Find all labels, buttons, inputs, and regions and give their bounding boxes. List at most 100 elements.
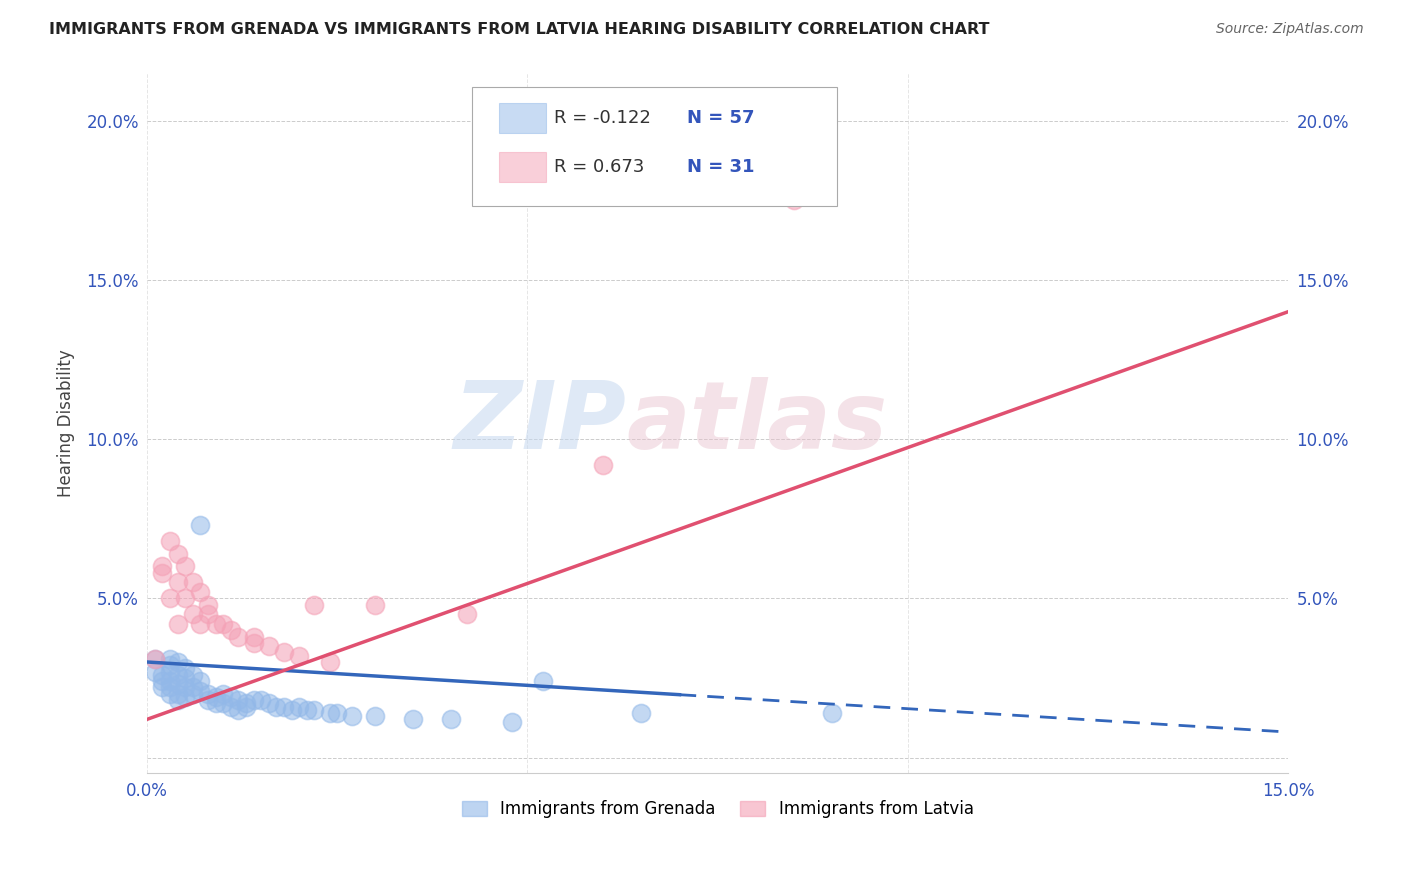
Point <box>204 690 226 704</box>
Point <box>219 699 242 714</box>
Point <box>197 607 219 622</box>
Point <box>235 699 257 714</box>
Point <box>219 690 242 704</box>
Point <box>190 518 212 533</box>
Point <box>304 598 326 612</box>
FancyBboxPatch shape <box>499 103 547 133</box>
Point <box>326 706 349 720</box>
Point <box>174 559 197 574</box>
Point <box>166 655 188 669</box>
Point <box>150 559 173 574</box>
Text: Source: ZipAtlas.com: Source: ZipAtlas.com <box>1216 22 1364 37</box>
Point <box>159 591 181 606</box>
Point <box>166 547 188 561</box>
Point <box>364 709 387 723</box>
Point <box>212 697 235 711</box>
Point <box>181 607 204 622</box>
Point <box>174 681 197 695</box>
Point <box>501 715 523 730</box>
Legend: Immigrants from Grenada, Immigrants from Latvia: Immigrants from Grenada, Immigrants from… <box>456 793 980 824</box>
Point <box>402 712 425 726</box>
Point <box>150 667 173 681</box>
Point <box>159 658 181 673</box>
Point <box>190 674 212 689</box>
Y-axis label: Hearing Disability: Hearing Disability <box>58 350 75 497</box>
Point <box>159 687 181 701</box>
Point <box>190 683 212 698</box>
Point <box>782 194 804 208</box>
Point <box>228 703 250 717</box>
Text: IMMIGRANTS FROM GRENADA VS IMMIGRANTS FROM LATVIA HEARING DISABILITY CORRELATION: IMMIGRANTS FROM GRENADA VS IMMIGRANTS FR… <box>49 22 990 37</box>
Point <box>820 706 842 720</box>
Point <box>150 674 173 689</box>
Point <box>181 575 204 590</box>
Point <box>181 687 204 701</box>
Point <box>440 712 463 726</box>
Point <box>318 655 340 669</box>
Point <box>304 703 326 717</box>
Point <box>143 652 166 666</box>
Point <box>212 616 235 631</box>
Text: N = 57: N = 57 <box>686 109 754 127</box>
Point <box>592 458 614 472</box>
Point <box>228 630 250 644</box>
Point <box>181 681 204 695</box>
Point <box>204 616 226 631</box>
Point <box>219 623 242 637</box>
Text: R = -0.122: R = -0.122 <box>554 109 651 127</box>
Point <box>174 661 197 675</box>
Point <box>197 693 219 707</box>
Point <box>257 639 280 653</box>
Point <box>197 598 219 612</box>
Point <box>159 674 181 689</box>
Point <box>204 697 226 711</box>
Point <box>190 616 212 631</box>
Text: ZIP: ZIP <box>453 377 626 469</box>
Point <box>150 566 173 580</box>
FancyBboxPatch shape <box>499 153 547 182</box>
Point <box>228 693 250 707</box>
Point <box>288 699 311 714</box>
Point <box>166 687 188 701</box>
Point <box>143 665 166 679</box>
Point <box>280 703 302 717</box>
Point <box>242 630 264 644</box>
Point <box>630 706 652 720</box>
Point <box>159 652 181 666</box>
Point <box>174 690 197 704</box>
Point <box>174 591 197 606</box>
Point <box>166 575 188 590</box>
Point <box>242 693 264 707</box>
Point <box>166 616 188 631</box>
Point <box>273 699 295 714</box>
Point <box>159 665 181 679</box>
Point <box>190 585 212 599</box>
Point <box>318 706 340 720</box>
Point <box>150 681 173 695</box>
Text: atlas: atlas <box>626 377 887 469</box>
Point <box>364 598 387 612</box>
Point <box>166 693 188 707</box>
Point <box>266 699 288 714</box>
Point <box>288 648 311 663</box>
Point <box>212 687 235 701</box>
Point <box>295 703 318 717</box>
Point <box>342 709 364 723</box>
Point <box>197 687 219 701</box>
Point <box>166 677 188 691</box>
Point <box>273 645 295 659</box>
FancyBboxPatch shape <box>472 87 838 206</box>
Text: R = 0.673: R = 0.673 <box>554 158 645 176</box>
Point <box>166 667 188 681</box>
Point <box>456 607 478 622</box>
Point <box>174 671 197 685</box>
Point <box>235 697 257 711</box>
Point <box>531 674 554 689</box>
Point <box>159 681 181 695</box>
Point <box>159 534 181 549</box>
Point <box>143 652 166 666</box>
Point <box>257 697 280 711</box>
Text: N = 31: N = 31 <box>686 158 754 176</box>
Point <box>181 667 204 681</box>
Point <box>242 636 264 650</box>
